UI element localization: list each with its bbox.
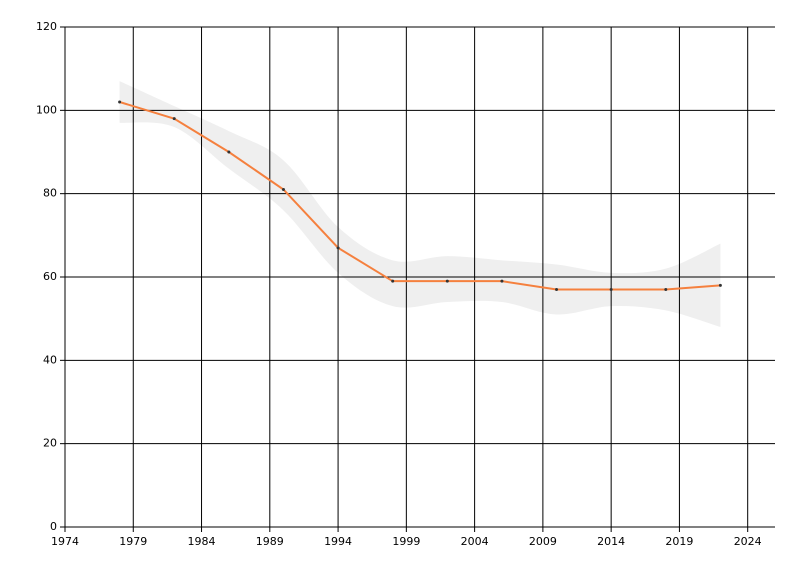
x-tick-label: 1999 xyxy=(392,535,420,548)
x-tick-label: 1979 xyxy=(119,535,147,548)
point xyxy=(281,188,285,191)
x-tick-label: 2014 xyxy=(597,535,625,548)
point xyxy=(227,150,231,154)
point xyxy=(718,283,722,287)
y-tick-label: 100 xyxy=(36,103,57,116)
x-tick-label: 2024 xyxy=(734,535,762,548)
y-tick-label: 120 xyxy=(36,20,57,33)
point xyxy=(609,288,613,291)
y-tick-label: 0 xyxy=(50,520,57,533)
y-tick-label: 80 xyxy=(43,187,57,200)
x-tick-label: 2009 xyxy=(529,535,557,548)
y-tick-label: 20 xyxy=(43,437,57,450)
x-tick-label: 2019 xyxy=(665,535,693,548)
point xyxy=(555,288,559,291)
series-line xyxy=(119,101,721,291)
point xyxy=(664,288,668,291)
x-tick-label: 1984 xyxy=(188,535,216,548)
point xyxy=(336,246,340,250)
x-tick-label: 1994 xyxy=(324,535,352,548)
x-tick-label: 2004 xyxy=(461,535,489,548)
point xyxy=(500,279,504,283)
x-tick-label: 1974 xyxy=(51,535,79,548)
point xyxy=(445,279,449,283)
point xyxy=(172,117,176,121)
x-tick-label: 1989 xyxy=(256,535,284,548)
y-tick-label: 60 xyxy=(43,270,57,283)
point xyxy=(391,279,395,283)
point xyxy=(118,100,122,104)
confidence-band xyxy=(119,81,721,328)
y-tick-label: 40 xyxy=(43,353,57,366)
